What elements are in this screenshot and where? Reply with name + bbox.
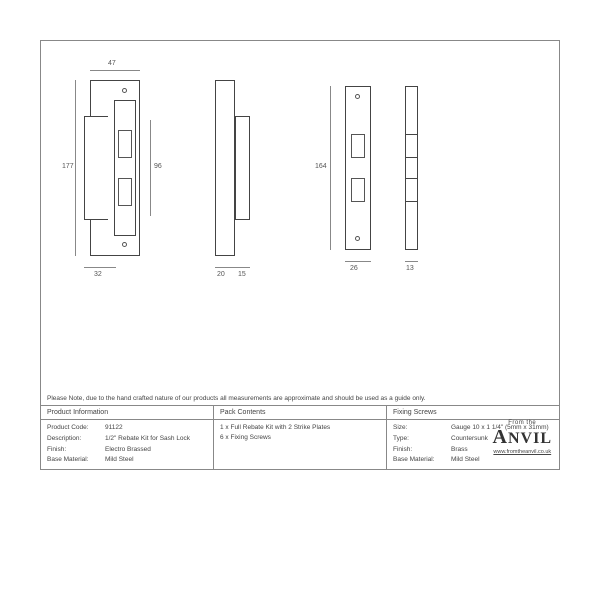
info-table: Please Note, due to the hand crafted nat…: [40, 392, 560, 470]
finish-val: Electro Brassed: [105, 445, 151, 455]
finish-key: Finish:: [47, 445, 105, 455]
technical-drawings: 47 177 96 32 20 15 164 26 13: [60, 55, 540, 295]
logo-url: www.fromtheanvil.co.uk: [493, 449, 552, 455]
dim-96: 96: [154, 163, 162, 170]
brand-logo: From the AANVILNVIL www.fromtheanvil.co.…: [493, 420, 552, 455]
screw-basemat-val: Mild Steel: [451, 455, 480, 465]
code-key: Product Code:: [47, 423, 105, 433]
dim-26: 26: [350, 265, 358, 272]
dim-47: 47: [108, 60, 116, 67]
fixing-screws-heading: Fixing Screws: [387, 406, 559, 420]
basemat-key: Base Material:: [47, 455, 105, 465]
desc-key: Description:: [47, 434, 105, 444]
dim-32: 32: [94, 271, 102, 278]
pack-item-1: 1 x Full Rebate Kit with 2 Strike Plates: [220, 423, 380, 433]
screw-finish-key: Finish:: [393, 445, 451, 455]
dim-164: 164: [315, 163, 327, 170]
pack-item-2: 6 x Fixing Screws: [220, 433, 380, 443]
type-key: Type:: [393, 434, 451, 444]
pack-contents-heading: Pack Contents: [214, 406, 386, 420]
dim-177: 177: [62, 163, 74, 170]
dim-20: 20: [217, 271, 225, 278]
col-pack-contents: Pack Contents 1 x Full Rebate Kit with 2…: [214, 406, 387, 469]
size-key: Size:: [393, 423, 451, 433]
product-info-heading: Product Information: [41, 406, 213, 420]
screw-basemat-key: Base Material:: [393, 455, 451, 465]
code-val: 91122: [105, 423, 123, 433]
desc-val: 1/2" Rebate Kit for Sash Lock: [105, 434, 190, 444]
logo-main: AANVILNVIL: [493, 426, 552, 449]
note-text: Please Note, due to the hand crafted nat…: [41, 392, 559, 406]
dim-13: 13: [406, 265, 414, 272]
screw-finish-val: Brass: [451, 445, 468, 455]
type-val: Countersunk: [451, 434, 488, 444]
dim-15: 15: [238, 271, 246, 278]
basemat-val: Mild Steel: [105, 455, 134, 465]
col-product-info: Product Information Product Code:91122 D…: [41, 406, 214, 469]
